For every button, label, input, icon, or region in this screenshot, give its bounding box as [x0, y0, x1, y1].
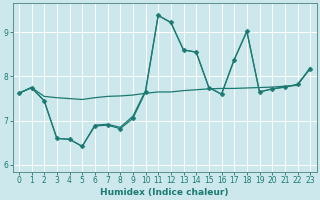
X-axis label: Humidex (Indice chaleur): Humidex (Indice chaleur) [100, 188, 229, 197]
